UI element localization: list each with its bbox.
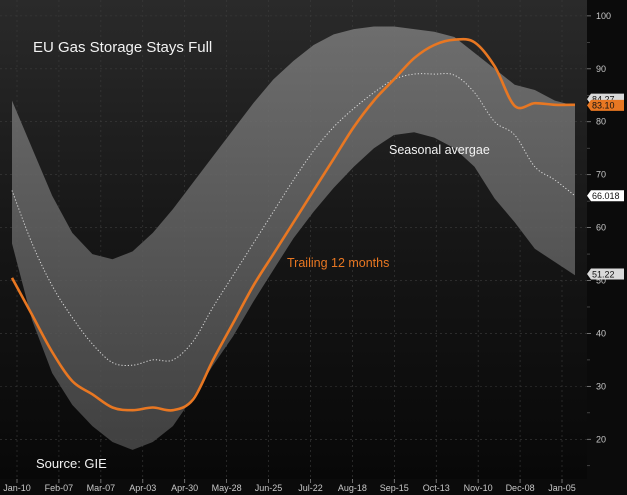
x-tick-label: Jan-05 <box>548 483 576 493</box>
y-tick-label: 90 <box>596 64 606 74</box>
x-tick-label: Jun-25 <box>255 483 283 493</box>
x-tick-label: Dec-08 <box>506 483 535 493</box>
y-tick-label: 60 <box>596 223 606 233</box>
y-tick-label: 80 <box>596 117 606 127</box>
x-tick-label: May-28 <box>212 483 242 493</box>
axis-strip-bottom <box>0 479 627 495</box>
y-axis: 20 30 40 50 60 70 80 90 100 <box>587 11 611 467</box>
y-tick-label: 100 <box>596 11 611 21</box>
y-tick-label: 20 <box>596 434 606 444</box>
y-tick-label: 70 <box>596 170 606 180</box>
y-tick-label: 50 <box>596 276 606 286</box>
end-value-label: 66.018 <box>592 191 620 201</box>
seasonal-range-band <box>12 26 575 450</box>
x-tick-label: Oct-13 <box>423 483 450 493</box>
y-tick-label: 30 <box>596 381 606 391</box>
x-tick-label: Jul-22 <box>298 483 323 493</box>
seasonal-average-line <box>11 73 576 366</box>
x-tick-label: Aug-18 <box>338 483 367 493</box>
end-value-label: 51.22 <box>592 269 615 279</box>
trailing-12-months-line <box>10 37 576 412</box>
end-value-badge <box>587 268 624 280</box>
end-value-label: 84.27 <box>592 94 615 104</box>
x-tick-label: Apr-03 <box>129 483 156 493</box>
x-tick-label: Sep-15 <box>380 483 409 493</box>
x-tick-label: Nov-10 <box>464 483 493 493</box>
x-tick-label: Feb-07 <box>45 483 74 493</box>
chart-title: EU Gas Storage Stays Full <box>33 39 212 56</box>
end-value-badge <box>587 190 624 202</box>
y-tick-label: 40 <box>596 328 606 338</box>
source-note: Source: GIE <box>36 456 107 471</box>
x-tick-label: Apr-30 <box>171 483 198 493</box>
end-value-label: 83.10 <box>592 101 615 111</box>
end-value-badge <box>587 99 624 111</box>
x-tick-label: Jan-10 <box>3 483 31 493</box>
x-axis: Jan-10 Feb-07 Mar-07 Apr-03 Apr-30 May-28 Jun-… <box>3 479 576 493</box>
x-tick-label: Mar-07 <box>87 483 116 493</box>
trailing-series-label: Trailing 12 months <box>287 256 389 270</box>
seasonal-series-label: Seasonal avergae <box>389 143 490 157</box>
axis-strip-right <box>587 0 627 495</box>
